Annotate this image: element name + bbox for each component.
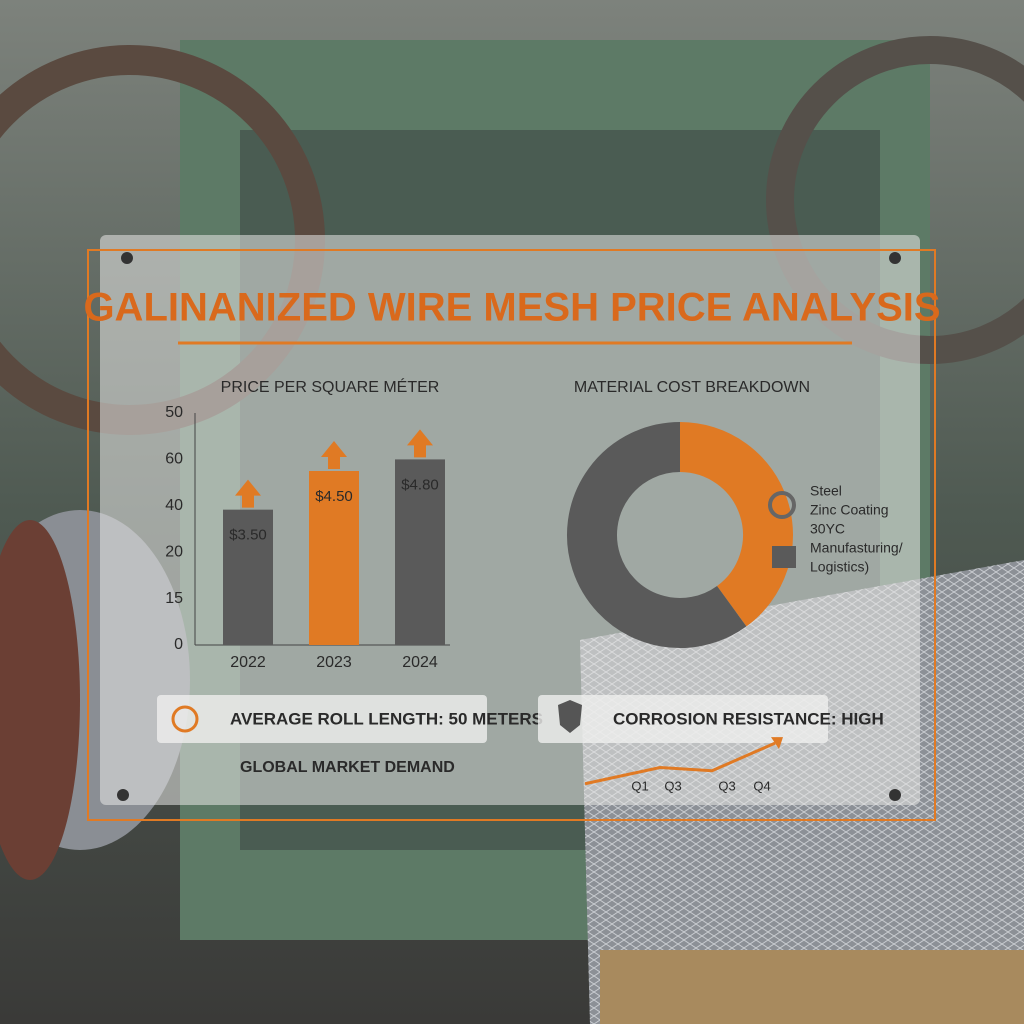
title: GALINANIZED WIRE MESH PRICE ANALYSIS (83, 286, 940, 330)
y-tick-label: 20 (165, 543, 183, 560)
legend-label: Logistics) (810, 559, 869, 575)
spool-icon (171, 705, 199, 733)
x-tick-label: 2023 (316, 654, 352, 671)
arrow (407, 429, 433, 458)
line (584, 741, 776, 786)
y-tick-label: 40 (165, 497, 183, 514)
donut-segment (679, 422, 793, 627)
legend-label: Zinc Coating (810, 502, 889, 518)
x-tick-label: Q4 (753, 778, 770, 793)
y-tick-label: 50 (165, 404, 183, 421)
y-tick-label: 15 (165, 590, 183, 607)
data-label: $3.50 (229, 527, 267, 544)
bar (223, 509, 273, 645)
arrow-head (771, 737, 783, 750)
arrow (321, 441, 347, 469)
shield-icon (558, 700, 582, 733)
legend-label: Steel (810, 483, 842, 499)
info-box (538, 695, 828, 743)
x-tick-label: 2022 (230, 654, 266, 671)
arrow (235, 479, 261, 508)
y-tick-label: 0 (174, 636, 183, 653)
chart-title: PRICE PER SQUARE MÉTER (221, 377, 440, 396)
data-label: $4.50 (315, 488, 353, 505)
legend-label: Manufasturing/ (810, 540, 903, 556)
info-box (157, 695, 487, 743)
corner-bolts (117, 252, 901, 801)
x-tick-label: Q3 (664, 778, 681, 793)
bar (395, 459, 445, 645)
data-label: $4.80 (401, 476, 439, 493)
x-tick-label: Q1 (631, 778, 648, 793)
x-tick-label: 2024 (402, 654, 438, 671)
legend-label: 30YC (810, 521, 845, 537)
chart-title: GLOBAL MARKET DEMAND (240, 759, 455, 776)
bar (309, 471, 359, 645)
frame (87, 249, 936, 821)
donut-segment (567, 422, 747, 648)
info-text: CORROSION RESISTANCE: HIGH (613, 709, 884, 728)
info-text: AVERAGE ROLL LENGTH: 50 METERS (230, 709, 543, 728)
chart-title: MATERIAL COST BREAKDOWN (574, 379, 810, 396)
y-tick-label: 60 (165, 451, 183, 468)
gear-icon (768, 491, 796, 519)
panel (100, 235, 920, 805)
legend-swatch (772, 546, 796, 568)
x-tick-label: Q3 (718, 778, 735, 793)
